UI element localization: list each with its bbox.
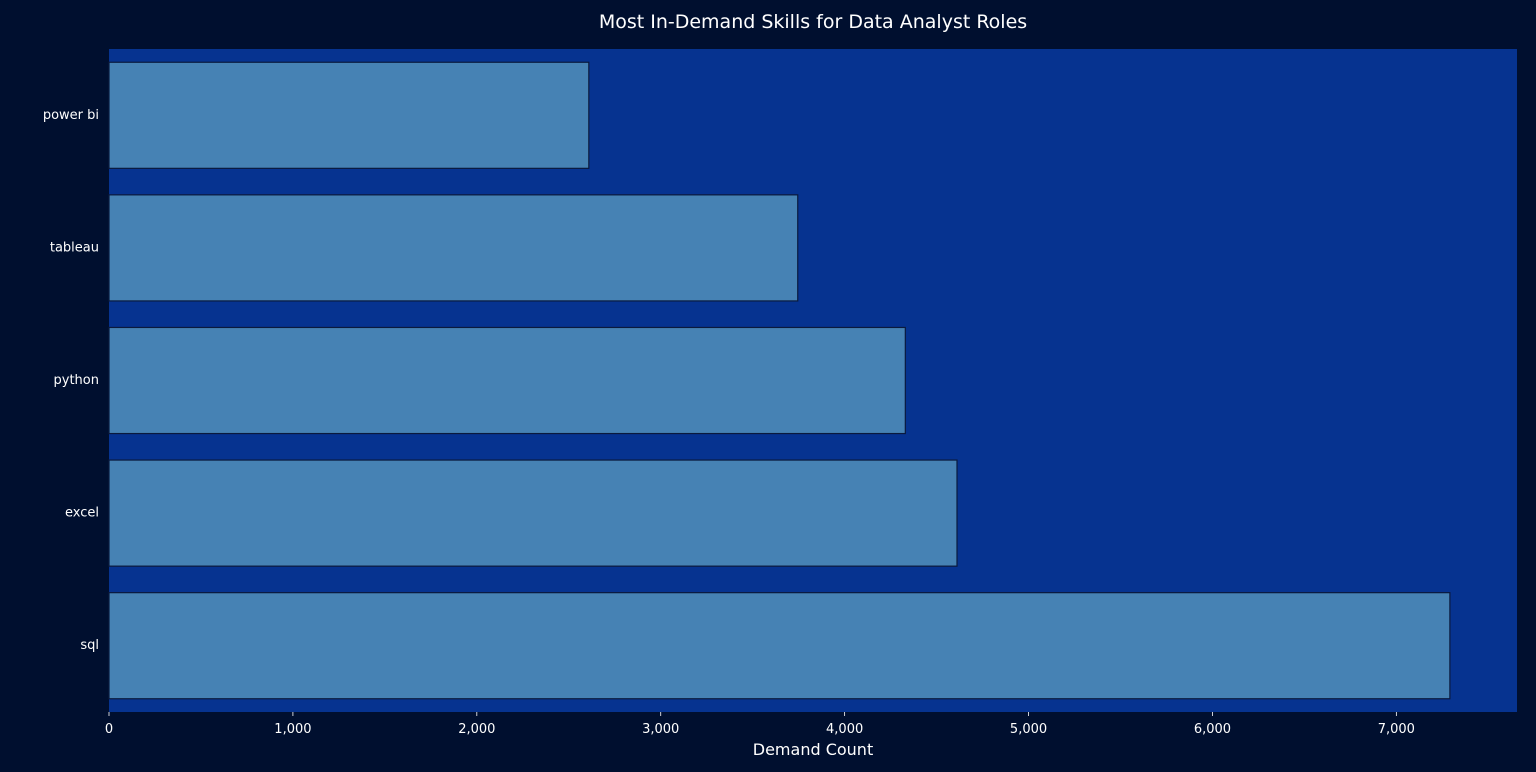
bar-python [108,326,906,435]
bar-excel [108,459,958,567]
x-tick-label: 5,000 [1010,722,1047,737]
x-tick-label: 7,000 [1378,722,1415,737]
x-tick-label: 4,000 [826,722,863,737]
bars-layer [108,61,1451,700]
bar-sql [108,592,1451,700]
x-axis-ticks: 0 1,000 2,000 3,000 4,000 5,000 6,000 7,000 [105,712,1415,737]
y-axis-category-labels: power bi tableau python excel sql [43,108,99,653]
x-tick-label: 2,000 [458,722,495,737]
y-tick-label-excel: excel [65,506,99,521]
y-tick-label-sql: sql [80,638,99,653]
x-tick-label: 6,000 [1194,722,1231,737]
chart-title: Most In-Demand Skills for Data Analyst R… [599,11,1027,33]
bar-tableau [108,194,799,302]
y-tick-label-tableau: tableau [50,240,99,255]
x-axis-label: Demand Count [753,740,873,759]
y-tick-label-python: python [54,373,99,388]
x-tick-label: 0 [105,722,113,737]
x-tick-label: 3,000 [642,722,679,737]
x-tick-label: 1,000 [274,722,311,737]
y-tick-label-power-bi: power bi [43,108,99,123]
bar-power-bi [108,61,590,169]
